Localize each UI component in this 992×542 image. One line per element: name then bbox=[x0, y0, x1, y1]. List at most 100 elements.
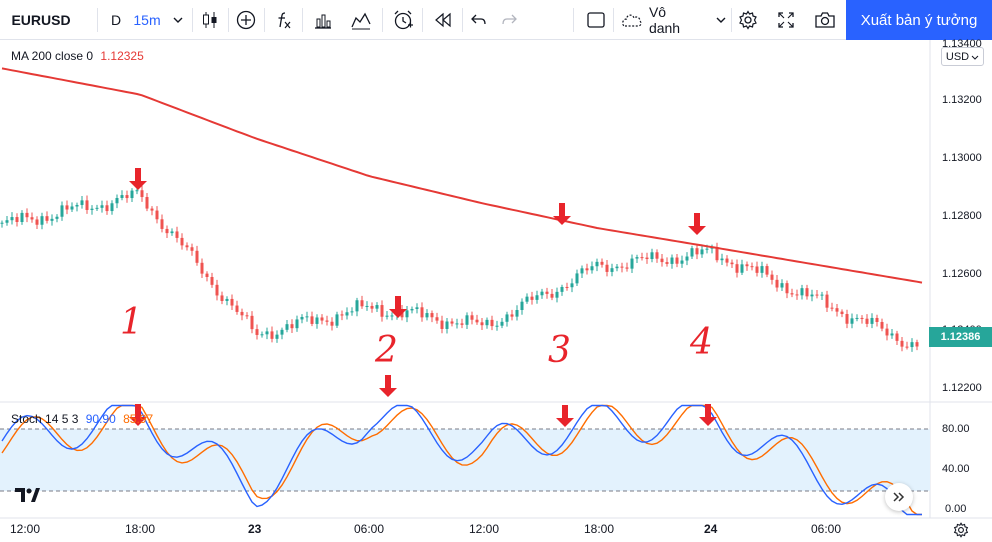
candle-body bbox=[295, 319, 299, 329]
candle-body bbox=[460, 323, 464, 325]
candle-body bbox=[875, 317, 879, 322]
scroll-to-realtime-button[interactable] bbox=[885, 483, 913, 511]
fullscreen-button[interactable] bbox=[772, 0, 800, 39]
down-arrow-icon bbox=[553, 203, 571, 225]
replay-button[interactable] bbox=[428, 0, 458, 39]
undo-button[interactable] bbox=[466, 0, 492, 39]
candle-body bbox=[915, 342, 919, 347]
candle-body bbox=[415, 307, 419, 309]
down-arrow-icon bbox=[129, 404, 147, 426]
stoch-d-line bbox=[1, 404, 922, 516]
candle-body bbox=[650, 252, 654, 260]
toolbar-divider bbox=[228, 8, 229, 32]
chevron-down-icon bbox=[971, 55, 979, 60]
candle-body bbox=[720, 258, 724, 261]
candle-body bbox=[765, 266, 769, 275]
publish-idea-button[interactable]: Xuất bản ý tưởng bbox=[846, 0, 992, 40]
redo-button[interactable] bbox=[496, 0, 522, 39]
candle-body bbox=[840, 311, 844, 315]
chevron-down-icon bbox=[716, 17, 726, 23]
top-toolbar: EURUSD D 15m bbox=[0, 0, 992, 40]
toolbar-divider bbox=[192, 8, 193, 32]
financials-button[interactable] bbox=[308, 0, 338, 39]
candle-body bbox=[900, 340, 904, 347]
tradingview-logo-icon[interactable] bbox=[14, 486, 40, 504]
bar-chart-icon bbox=[315, 14, 331, 29]
price-chart-canvas[interactable] bbox=[0, 40, 992, 542]
stoch-k-value: 90.90 bbox=[85, 412, 116, 426]
screenshot-button[interactable] bbox=[810, 0, 840, 39]
candle-body bbox=[790, 293, 794, 295]
compare-button[interactable] bbox=[346, 0, 376, 39]
candle-body bbox=[655, 252, 659, 259]
candle-body bbox=[545, 291, 549, 294]
last-price-label: 1.12386 bbox=[929, 327, 992, 347]
interval-15m-button[interactable]: 15m bbox=[130, 0, 164, 39]
candle-body bbox=[805, 288, 809, 297]
candle-body bbox=[510, 314, 514, 317]
candle-body bbox=[380, 305, 384, 317]
wave-number-1: 1 bbox=[120, 302, 143, 343]
candle-body bbox=[310, 316, 314, 324]
symbol-search-button[interactable]: EURUSD bbox=[10, 0, 72, 39]
candle-body bbox=[540, 291, 544, 296]
candle-body bbox=[135, 190, 139, 192]
toolbar-divider bbox=[97, 8, 98, 32]
down-arrow-icon bbox=[688, 213, 706, 235]
camera-icon bbox=[815, 11, 835, 28]
candle-body bbox=[325, 320, 329, 322]
currency-label: USD bbox=[945, 50, 970, 63]
candle-body bbox=[255, 329, 259, 335]
candle-body bbox=[120, 195, 124, 198]
candle-body bbox=[590, 266, 594, 271]
candle-body bbox=[665, 262, 669, 264]
replay-icon bbox=[435, 12, 451, 27]
redo-icon bbox=[502, 14, 517, 24]
toolbar-divider bbox=[731, 8, 732, 32]
candle-body bbox=[675, 257, 679, 264]
indicators-button[interactable] bbox=[270, 0, 298, 39]
candle-body bbox=[280, 329, 284, 335]
undo-icon bbox=[471, 14, 486, 24]
candle-body bbox=[45, 216, 49, 221]
candle-body bbox=[85, 200, 89, 210]
ma-legend-label: MA 200 close 0 bbox=[11, 49, 94, 63]
candle-body bbox=[745, 264, 749, 267]
candle-body bbox=[450, 321, 454, 324]
stoch-tick: 40.00 bbox=[942, 463, 970, 475]
candle-body bbox=[160, 219, 164, 229]
candle-body bbox=[595, 261, 599, 267]
candle-body bbox=[345, 312, 349, 316]
time-tick: 06:00 bbox=[354, 522, 385, 536]
candle-body bbox=[585, 268, 589, 271]
candle-body bbox=[370, 305, 374, 309]
candle-body bbox=[10, 217, 14, 221]
alert-button[interactable] bbox=[388, 0, 418, 39]
candle-body bbox=[700, 249, 704, 255]
save-layout-button[interactable]: Vô danh bbox=[619, 0, 727, 39]
candle-body bbox=[205, 273, 209, 277]
add-indicator-button[interactable] bbox=[232, 0, 260, 39]
candle-body bbox=[350, 311, 354, 313]
ma-legend[interactable]: MA 200 close 0 1.12325 bbox=[11, 49, 144, 63]
candle-body bbox=[200, 262, 204, 274]
stoch-legend[interactable]: Stoch 14 5 3 90.90 85.97 bbox=[11, 412, 153, 426]
toolbar-divider bbox=[302, 8, 303, 32]
fullscreen-icon bbox=[778, 11, 794, 28]
candle-body bbox=[620, 266, 624, 268]
candle-body bbox=[225, 298, 229, 301]
candle-body bbox=[245, 315, 249, 317]
currency-button[interactable]: USD bbox=[941, 47, 984, 66]
settings-button[interactable] bbox=[734, 0, 762, 39]
candle-body bbox=[800, 288, 804, 296]
candle-body bbox=[695, 248, 699, 255]
candle-body bbox=[500, 321, 504, 326]
settings-icon[interactable] bbox=[953, 522, 969, 538]
chart-type-button[interactable] bbox=[196, 0, 224, 39]
candle-body bbox=[425, 313, 429, 318]
interval-d-button[interactable]: D bbox=[106, 0, 126, 39]
interval-dropdown-button[interactable] bbox=[168, 0, 188, 39]
candle-body bbox=[50, 218, 54, 221]
candle-body bbox=[150, 208, 154, 211]
layout-button[interactable] bbox=[582, 0, 610, 39]
